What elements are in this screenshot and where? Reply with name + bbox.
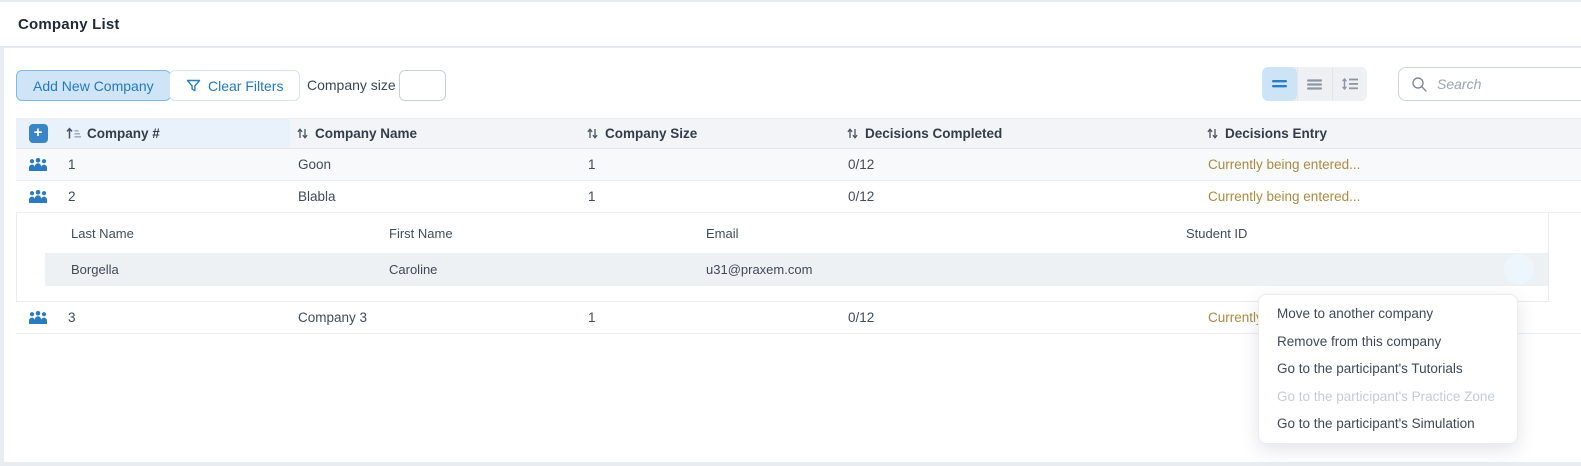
- cell-decisions-entry: Currently being entered...: [1208, 157, 1361, 172]
- cell-company-number: 3: [68, 310, 76, 325]
- participants-panel: Last Name First Name Email Student ID Bo…: [16, 213, 1549, 302]
- cell-last-name: Borgella: [71, 262, 119, 277]
- cell-company-name: Blabla: [298, 189, 336, 204]
- participants-column-first-name: First Name: [389, 225, 453, 241]
- cell-first-name: Caroline: [389, 262, 438, 277]
- cell-decisions-completed: 0/12: [848, 157, 875, 172]
- cell-decisions-completed: 0/12: [848, 310, 875, 325]
- add-new-company-button[interactable]: Add New Company: [16, 70, 171, 101]
- cell-company-name: Company 3: [298, 310, 368, 325]
- column-label: Company #: [87, 126, 160, 141]
- cell-company-number: 2: [68, 189, 76, 204]
- cell-company-number: 1: [68, 157, 76, 172]
- search-icon: [1411, 76, 1428, 93]
- view-list-button[interactable]: [1297, 67, 1332, 101]
- company-members-icon[interactable]: [16, 310, 60, 325]
- company-size-label: Company size: [307, 77, 396, 93]
- company-members-icon[interactable]: [16, 189, 60, 204]
- participant-context-menu: Move to another company Remove from this…: [1258, 294, 1518, 444]
- cell-email: u31@praxem.com: [706, 262, 813, 277]
- list-lines-icon: [1307, 78, 1323, 90]
- clear-filters-label: Clear Filters: [208, 77, 284, 94]
- company-size-input[interactable]: [399, 70, 446, 101]
- participants-header-row: Last Name First Name Email Student ID: [45, 213, 1548, 253]
- column-header-decisions-entry[interactable]: Decisions Entry: [1200, 119, 1581, 148]
- cell-company-size: 1: [588, 310, 596, 325]
- page-title: Company List: [18, 15, 120, 33]
- cell-company-size: 1: [588, 157, 596, 172]
- sort-both-icon: [586, 127, 599, 140]
- column-header-company-number[interactable]: Company #: [60, 119, 290, 148]
- participants-column-email: Email: [706, 225, 739, 241]
- search-box: [1398, 67, 1581, 101]
- participants-column-student-id: Student ID: [1186, 225, 1248, 241]
- cell-decisions-entry: Currently being entered...: [1208, 189, 1361, 204]
- expand-all-header-cell: +: [16, 119, 60, 148]
- add-new-company-label: Add New Company: [33, 77, 154, 94]
- table-row-company-2[interactable]: 2 Blabla 1 0/12 Currently being entered.…: [16, 181, 1581, 213]
- column-label: Decisions Entry: [1225, 126, 1328, 141]
- cell-decisions-completed: 0/12: [848, 189, 875, 204]
- column-label: Company Name: [315, 126, 418, 141]
- content-card: Add New Company Clear Filters Company si…: [4, 48, 1581, 462]
- column-label: Company Size: [605, 126, 698, 141]
- view-compact-button[interactable]: [1262, 67, 1297, 101]
- participants-column-last-name: Last Name: [71, 225, 134, 241]
- menu-item-go-to-practice-zone: Go to the participant's Practice Zone: [1277, 388, 1495, 404]
- compact-lines-icon: [1271, 79, 1288, 89]
- row-density-toggle-group: [1262, 67, 1367, 101]
- column-header-company-name[interactable]: Company Name: [290, 119, 580, 148]
- column-header-company-size[interactable]: Company Size: [580, 119, 840, 148]
- filter-icon: [186, 79, 201, 93]
- participant-row[interactable]: Borgella Caroline u31@praxem.com: [45, 253, 1548, 286]
- sort-both-icon: [1206, 127, 1219, 140]
- menu-item-remove-from-this-company[interactable]: Remove from this company: [1277, 333, 1442, 349]
- participant-actions-button[interactable]: [1504, 254, 1534, 284]
- line-height-icon: [1341, 78, 1359, 90]
- view-line-height-button[interactable]: [1332, 67, 1367, 101]
- menu-item-move-to-another-company[interactable]: Move to another company: [1277, 306, 1434, 321]
- page-header: Company List: [0, 0, 1581, 47]
- cell-company-name: Goon: [298, 157, 332, 172]
- cell-company-size: 1: [588, 189, 596, 204]
- clear-filters-button[interactable]: Clear Filters: [169, 70, 301, 101]
- menu-item-go-to-simulation[interactable]: Go to the participant's Simulation: [1277, 416, 1475, 431]
- participants-table: Last Name First Name Email Student ID Bo…: [45, 213, 1548, 286]
- sort-both-icon: [296, 127, 309, 140]
- sort-both-icon: [846, 127, 859, 140]
- company-members-icon[interactable]: [16, 157, 60, 172]
- column-header-decisions-completed[interactable]: Decisions Completed: [840, 119, 1200, 148]
- table-header-row: + Company # Company Name: [16, 118, 1581, 149]
- expand-all-button[interactable]: +: [28, 124, 48, 143]
- company-table: + Company # Company Name: [16, 118, 1581, 334]
- menu-item-go-to-tutorials[interactable]: Go to the participant's Tutorials: [1277, 361, 1463, 376]
- search-input[interactable]: [1437, 76, 1581, 92]
- sort-ascending-icon: [66, 127, 81, 140]
- table-row-company-1[interactable]: 1 Goon 1 0/12 Currently being entered...: [16, 149, 1581, 181]
- column-label: Decisions Completed: [865, 126, 1003, 141]
